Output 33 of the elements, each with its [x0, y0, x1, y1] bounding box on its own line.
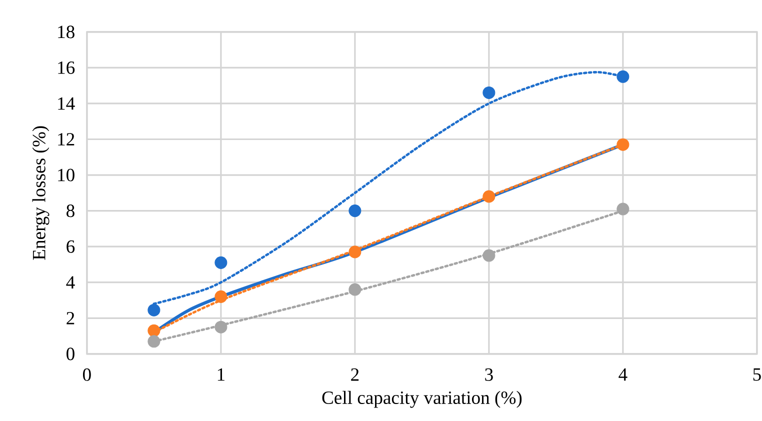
point	[482, 86, 496, 99]
point	[148, 304, 160, 316]
point	[482, 249, 496, 262]
point	[214, 320, 228, 334]
y-tick-label: 4	[66, 276, 75, 288]
y-tick-label: 2	[66, 312, 74, 324]
point	[482, 190, 496, 203]
x-axis-title: Cell capacity variation (%)	[322, 390, 522, 408]
y-tick-label: 10	[58, 168, 74, 182]
x-tick-label: 3	[485, 368, 493, 381]
point	[148, 335, 160, 348]
point	[214, 256, 228, 269]
y-tick-label: 12	[58, 133, 74, 146]
y-tick-label: 16	[58, 61, 75, 74]
x-tick-label: 1	[218, 368, 224, 381]
point	[616, 70, 630, 83]
point	[348, 246, 362, 258]
y-tick-label: 18	[58, 26, 74, 38]
point	[616, 138, 630, 151]
x-tick-label: 4	[618, 368, 628, 381]
x-tick-label: 5	[753, 368, 761, 381]
point	[214, 290, 228, 303]
x-tick-label: 2	[351, 368, 359, 381]
point	[348, 283, 362, 296]
y-tick-label: 0	[66, 348, 74, 360]
y-axis-title: Energy losses (%)	[32, 126, 50, 260]
y-tick-label: 14	[58, 97, 75, 110]
y-tick-label: 6	[66, 240, 75, 253]
point	[348, 204, 362, 218]
x-tick-label: 0	[83, 368, 91, 381]
point	[148, 324, 160, 337]
y-tick-label: 8	[66, 204, 74, 218]
point	[616, 202, 630, 216]
